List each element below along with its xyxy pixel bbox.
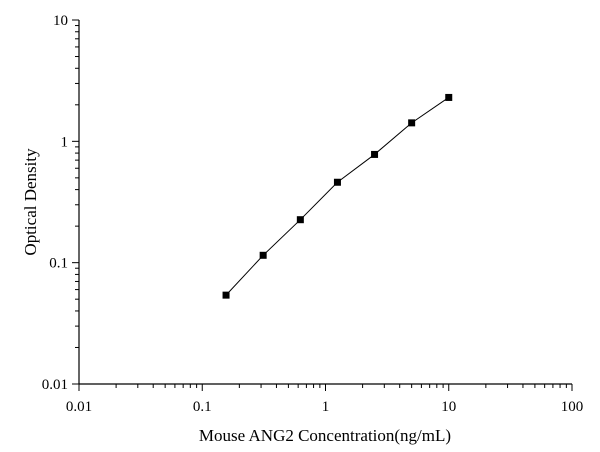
fit-line	[225, 97, 450, 296]
data-point	[445, 93, 453, 101]
x-tick-label: 0.1	[193, 399, 212, 415]
x-tick-label: 10	[441, 399, 456, 415]
y-axis-title: Optical Density	[21, 148, 40, 256]
data-point	[259, 251, 267, 259]
x-tick-label: 0.01	[66, 399, 92, 415]
y-axis-ticks: 0.01 0.1 1 10	[42, 13, 79, 393]
x-axis-title: Mouse ANG2 Concentration(ng/mL)	[199, 426, 451, 445]
data-points	[222, 93, 453, 299]
y-tick-label: 0.01	[42, 377, 68, 393]
x-tick-label: 1	[322, 399, 330, 415]
x-tick-label: 100	[561, 399, 584, 415]
data-point	[371, 150, 379, 158]
data-point	[333, 178, 341, 186]
y-tick-label: 1	[61, 134, 69, 150]
data-point	[296, 216, 304, 224]
data-point	[408, 119, 416, 127]
y-tick-label: 10	[53, 13, 68, 29]
axes	[78, 20, 572, 385]
series-line	[225, 97, 450, 296]
data-point	[222, 291, 230, 299]
x-axis-ticks: 0.01 0.1 1 10 100	[66, 384, 583, 415]
y-tick-label: 0.1	[49, 256, 68, 272]
